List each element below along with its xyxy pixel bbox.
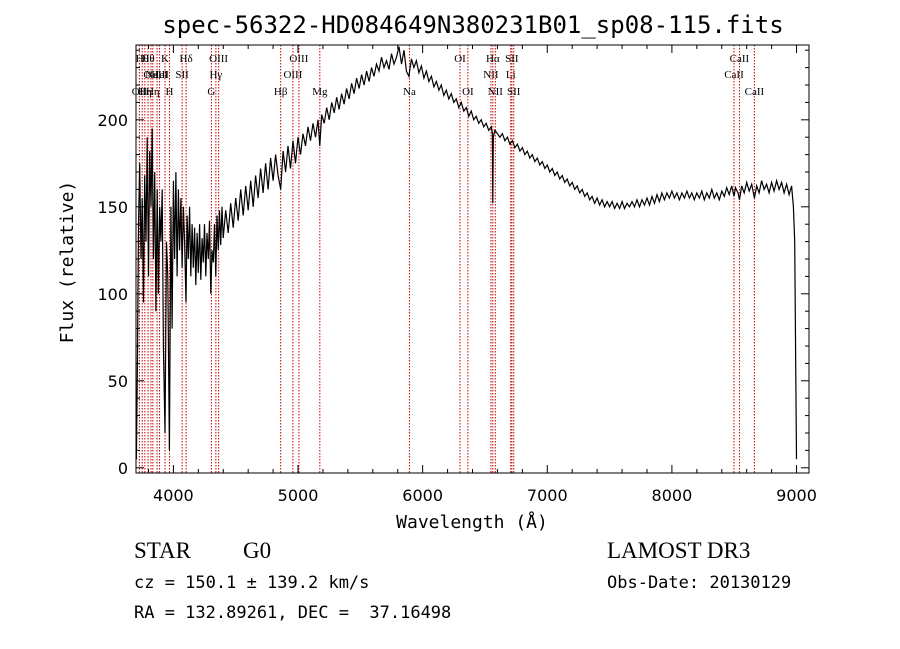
line-label: Li bbox=[506, 69, 516, 81]
line-label: HeI bbox=[151, 69, 168, 81]
line-label: Hδ bbox=[180, 53, 193, 65]
line-label: OIII bbox=[283, 69, 302, 81]
x-axis-label: Wavelength (Å) bbox=[396, 511, 548, 533]
line-label: H bbox=[166, 86, 174, 98]
chart-title: spec-56322-HD084649N380231B01_sp08-115.f… bbox=[162, 11, 783, 39]
x-axis: 4000 5000 6000 7000 8000 9000 bbox=[147, 45, 817, 505]
line-label: G bbox=[207, 86, 215, 98]
line-label: SII bbox=[175, 69, 189, 81]
line-label: OIII bbox=[209, 53, 228, 65]
line-label: NII bbox=[483, 69, 499, 81]
x-tick-label: 4000 bbox=[153, 486, 194, 505]
y-tick-label: 150 bbox=[97, 198, 128, 217]
y-tick-label: 200 bbox=[97, 111, 128, 130]
object-subclass: G0 bbox=[243, 538, 272, 563]
redshift-velocity: cz = 150.1 ± 139.2 km/s bbox=[134, 573, 370, 593]
y-tick-label: 100 bbox=[97, 285, 128, 304]
y-axis-label: Flux (relative) bbox=[57, 181, 78, 344]
line-label: SII bbox=[507, 86, 521, 98]
line-label: CaII bbox=[745, 86, 765, 98]
x-tick-label: 7000 bbox=[527, 486, 568, 505]
line-label: SII bbox=[505, 53, 519, 65]
sky-coordinates: RA = 132.89261, DEC = 37.16498 bbox=[134, 603, 452, 623]
observation-date: Obs-Date: 20130129 bbox=[607, 573, 792, 593]
y-tick-label: 50 bbox=[108, 372, 128, 391]
line-label: CaII bbox=[724, 69, 744, 81]
object-class: STAR bbox=[134, 538, 191, 563]
y-tick-label: 0 bbox=[118, 459, 128, 478]
survey-name: LAMOST DR3 bbox=[607, 538, 751, 563]
line-label: Na bbox=[403, 86, 416, 98]
line-label: NII bbox=[488, 86, 504, 98]
line-label: Hθ bbox=[141, 53, 154, 65]
x-tick-label: 6000 bbox=[402, 486, 443, 505]
line-label: OI bbox=[462, 86, 474, 98]
line-label: K bbox=[161, 53, 169, 65]
line-label: Hη bbox=[138, 86, 152, 98]
line-label: OI bbox=[454, 53, 466, 65]
line-label: Hη bbox=[146, 86, 160, 98]
line-label: Mg bbox=[312, 86, 328, 98]
spectrum-line bbox=[135, 46, 798, 460]
x-tick-label: 9000 bbox=[776, 486, 817, 505]
line-label: CaII bbox=[730, 53, 750, 65]
line-label: Hα bbox=[486, 53, 500, 65]
x-tick-label: 5000 bbox=[278, 486, 319, 505]
line-label: Hγ bbox=[209, 69, 222, 81]
spectral-line-markers bbox=[138, 45, 755, 473]
spectral-line-labels: OIIHθHηHθOIIHηNeIIIHeIKHSIIHδGHγOIIIHβOI… bbox=[132, 53, 765, 98]
line-label: OII bbox=[143, 69, 159, 81]
line-label: NeIII bbox=[145, 69, 169, 81]
line-label: Hθ bbox=[136, 53, 149, 65]
line-label: Hβ bbox=[274, 86, 288, 98]
line-label: OIII bbox=[289, 53, 308, 65]
y-axis: 0 50 100 150 200 bbox=[97, 49, 809, 478]
x-tick-label: 8000 bbox=[652, 486, 693, 505]
plot-frame bbox=[135, 44, 810, 474]
